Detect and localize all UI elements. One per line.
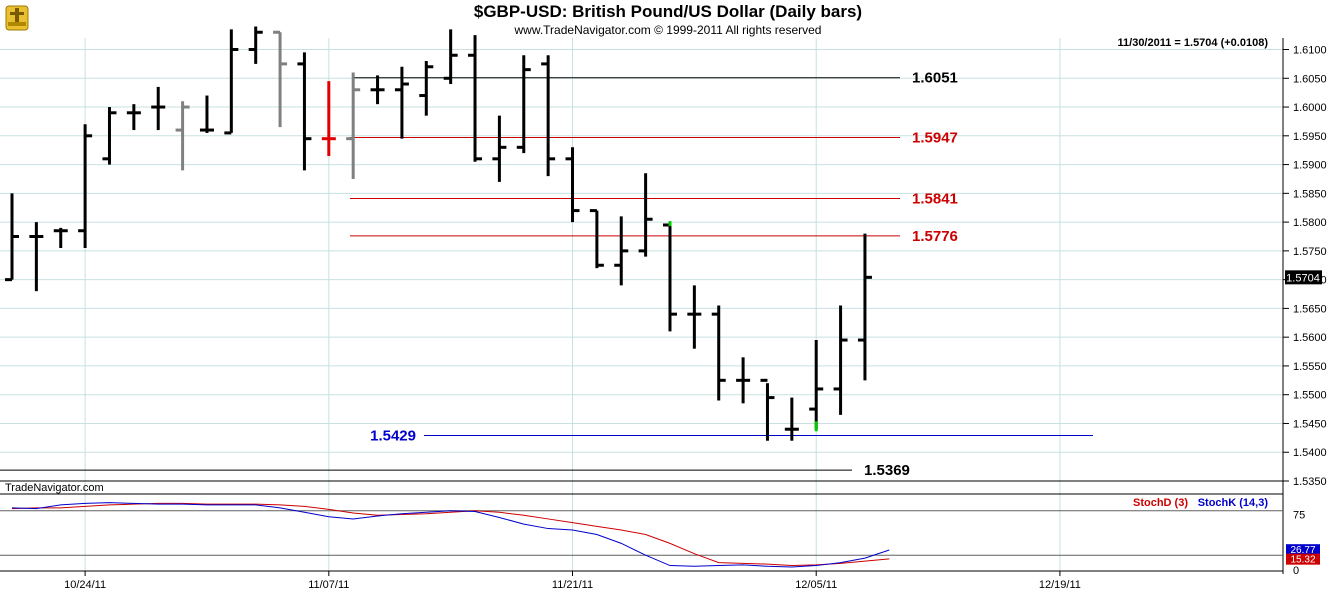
price-tick-label: 1.5900 bbox=[1293, 160, 1327, 172]
stoch-d-value: 15.32 bbox=[1290, 555, 1315, 566]
ohlc-bar bbox=[638, 173, 653, 257]
stoch-d-value-box bbox=[1286, 553, 1320, 565]
ohlc-bar bbox=[809, 340, 824, 432]
ohlc-bar bbox=[394, 66, 409, 139]
ohlc-bar bbox=[857, 233, 872, 381]
level-label: 1.6051 bbox=[912, 70, 958, 87]
ohlc-bar bbox=[492, 115, 507, 182]
ohlc-bar bbox=[29, 222, 44, 292]
ohlc-bar bbox=[443, 29, 458, 85]
date-tick-label: 10/24/11 bbox=[64, 579, 106, 591]
ohlc-bar bbox=[736, 357, 751, 404]
price-tick-label: 1.5650 bbox=[1293, 303, 1327, 315]
ohlc-bar bbox=[687, 285, 702, 349]
date-tick-label: 12/19/11 bbox=[1039, 579, 1081, 591]
ohlc-bar bbox=[370, 75, 385, 105]
date-tick-label: 11/07/11 bbox=[308, 579, 349, 591]
level-label: 1.5429 bbox=[370, 428, 416, 445]
price-tick-label: 1.5450 bbox=[1293, 418, 1327, 430]
ohlc-bar bbox=[297, 52, 312, 171]
price-tick-label: 1.6100 bbox=[1293, 45, 1327, 57]
ohlc-bar bbox=[175, 101, 190, 171]
ohlc-bar bbox=[151, 86, 166, 131]
date-tick-label: 11/21/11 bbox=[552, 579, 593, 591]
ohlc-bar bbox=[273, 30, 288, 128]
price-tick-label: 1.5400 bbox=[1293, 447, 1327, 459]
ohlc-bar bbox=[53, 227, 68, 248]
level-label: 1.5841 bbox=[912, 191, 958, 208]
ohlc-bar bbox=[614, 216, 629, 286]
ohlc-bar bbox=[248, 26, 263, 64]
stoch-k-value: 26.77 bbox=[1290, 545, 1315, 556]
date-tick-label: 12/05/11 bbox=[795, 579, 837, 591]
level-label: 1.5947 bbox=[912, 130, 958, 147]
copyright-text: www.TradeNavigator.com © 1999-2011 All r… bbox=[514, 23, 822, 37]
tradenavigator-logo-icon bbox=[5, 5, 29, 31]
price-tick-label: 1.5850 bbox=[1293, 188, 1327, 200]
price-tick-label: 1.5350 bbox=[1293, 476, 1327, 488]
ohlc-bar bbox=[199, 95, 214, 133]
ohlc-bar bbox=[468, 35, 483, 162]
level-label: 1.5369 bbox=[864, 462, 910, 479]
price-tick-label: 1.6050 bbox=[1293, 73, 1327, 85]
current-price-label: 1.5704 bbox=[1286, 272, 1320, 284]
ohlc-bar bbox=[565, 147, 580, 223]
price-tick-label: 1.5950 bbox=[1293, 131, 1327, 143]
price-tick-label: 1.5800 bbox=[1293, 217, 1327, 229]
current-price-box: 1.5704 bbox=[1285, 270, 1322, 285]
stoch-tick-label: 75 bbox=[1293, 510, 1305, 522]
ohlc-bar bbox=[711, 305, 726, 401]
stoch-d-legend: StochD (3) bbox=[1133, 497, 1188, 509]
last-bar-readout: 11/30/2011 = 1.5704 (+0.0108) bbox=[1118, 37, 1269, 49]
ohlc-bar bbox=[224, 29, 239, 135]
ohlc-bar bbox=[346, 72, 361, 179]
ohlc-bar bbox=[784, 397, 799, 441]
level-label: 1.5776 bbox=[912, 228, 958, 245]
stoch-k-value-box bbox=[1286, 544, 1320, 556]
ohlc-bar bbox=[126, 104, 141, 131]
stoch-d-line bbox=[11, 502, 890, 567]
stoch-k-legend: StochK (14,3) bbox=[1198, 497, 1269, 509]
price-tick-label: 1.5500 bbox=[1293, 390, 1327, 402]
chart-title: $GBP-USD: British Pound/US Dollar (Daily… bbox=[474, 2, 862, 21]
stoch-tick-label: 0 bbox=[1293, 565, 1299, 577]
ohlc-bar bbox=[662, 221, 677, 332]
ohlc-bar bbox=[5, 193, 19, 282]
ohlc-bar bbox=[321, 81, 336, 156]
ohlc-bar bbox=[760, 378, 775, 441]
price-tick-label: 1.5550 bbox=[1293, 361, 1327, 373]
ohlc-bar bbox=[833, 305, 848, 415]
ohlc-bar bbox=[78, 124, 93, 248]
price-tick-label: 1.6000 bbox=[1293, 102, 1327, 114]
ohlc-bar bbox=[541, 55, 556, 177]
stoch-k-line bbox=[11, 502, 890, 568]
ohlc-bar bbox=[102, 107, 117, 165]
ohlc-bar bbox=[419, 61, 434, 116]
price-tick-label: 1.5600 bbox=[1293, 332, 1327, 344]
ohlc-bar bbox=[516, 55, 531, 154]
ohlc-bar bbox=[589, 209, 604, 269]
price-tick-label: 1.5750 bbox=[1293, 246, 1327, 258]
watermark-text: TradeNavigator.com bbox=[5, 482, 104, 494]
